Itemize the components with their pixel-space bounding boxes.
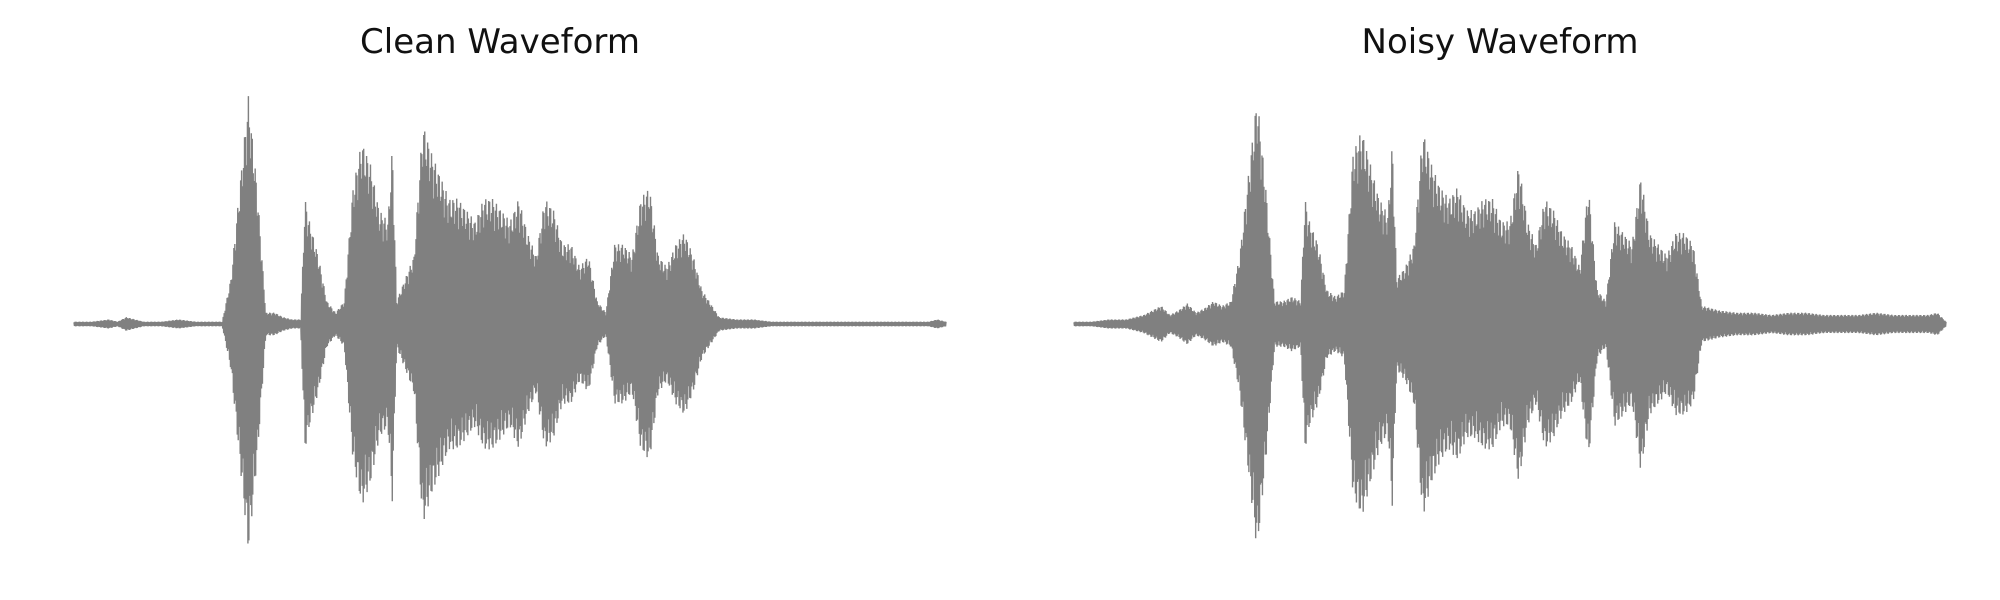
waveform-trace (73, 96, 947, 544)
noisy-waveform-panel: Noisy Waveform (1000, 0, 2000, 600)
clean-waveform-panel: Clean Waveform (73, 22, 947, 544)
noisy-waveform-title: Noisy Waveform (1361, 22, 1639, 62)
noisy-waveform-plot (1073, 113, 1947, 539)
clean-waveform-plot (73, 96, 947, 544)
clean-waveform-title: Clean Waveform (360, 22, 640, 62)
waveform-trace (1073, 113, 1947, 539)
